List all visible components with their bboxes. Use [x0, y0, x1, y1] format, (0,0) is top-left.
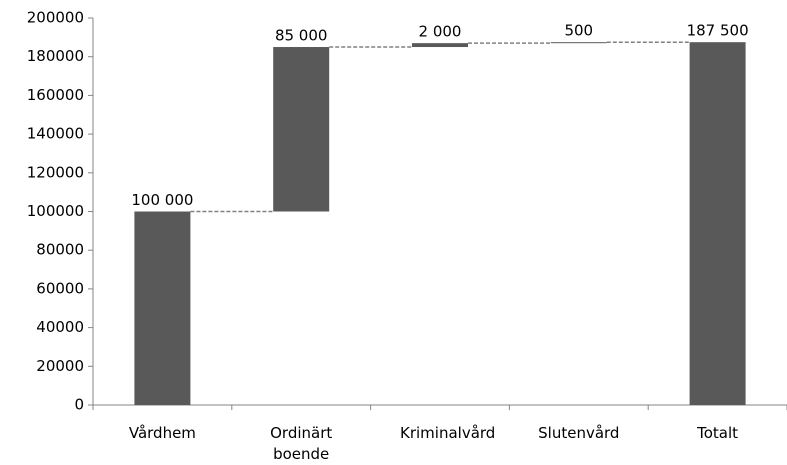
y-tick-label: 20000: [36, 357, 84, 375]
y-tick-label: 140000: [27, 125, 84, 143]
y-tick-label: 100000: [27, 202, 84, 220]
bar: [412, 43, 468, 48]
y-tick-label: 120000: [27, 163, 84, 181]
x-tick-label: Kriminalvård: [400, 424, 496, 442]
y-tick-label: 60000: [36, 279, 84, 297]
value-label: 2 000: [419, 23, 462, 41]
y-tick-label: 200000: [27, 9, 84, 27]
y-tick-label: 180000: [27, 47, 84, 65]
value-label: 85 000: [275, 27, 328, 45]
y-tick-label: 160000: [27, 86, 84, 104]
bar: [689, 42, 746, 405]
y-tick-label: 0: [74, 396, 84, 414]
bar: [134, 211, 191, 405]
x-tick-label: Vårdhem: [128, 424, 196, 442]
bar: [550, 42, 607, 44]
y-tick-label: 40000: [36, 318, 84, 336]
x-tick-label: Slutenvård: [538, 424, 620, 442]
bar: [273, 47, 330, 212]
x-tick-label: Totalt: [697, 424, 739, 442]
y-tick-label: 80000: [36, 241, 84, 259]
value-label: 100 000: [131, 191, 193, 209]
x-tick-label: Ordinärt boende: [270, 424, 333, 463]
value-label: 187 500: [687, 22, 749, 40]
value-label: 500: [564, 22, 593, 40]
